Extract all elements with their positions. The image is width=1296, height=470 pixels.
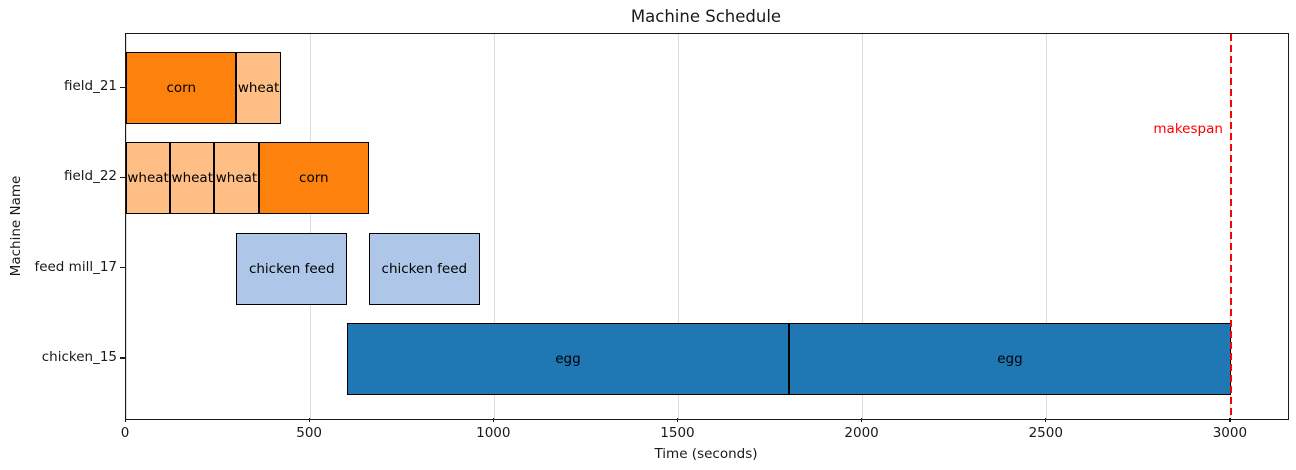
x-tick (676, 418, 679, 422)
y-tick-label: field_21 (63, 78, 117, 94)
x-tick (492, 418, 494, 422)
gridline (125, 34, 127, 419)
task-bar-label: wheat (215, 170, 258, 187)
x-tick-label: 2500 (1028, 425, 1063, 441)
x-tick-label: 2000 (844, 425, 879, 441)
x-axis-label: Time (seconds) (654, 446, 758, 462)
task-bar-label: corn (299, 170, 329, 187)
y-tick (120, 267, 125, 269)
y-tick-label: field_22 (63, 168, 117, 185)
chart-title: Machine Schedule (630, 7, 782, 26)
x-tick (1229, 418, 1231, 422)
x-tick-label: 3000 (1212, 425, 1248, 441)
y-tick (120, 176, 125, 179)
x-tick (308, 418, 310, 422)
task-bar: wheat (170, 142, 215, 215)
task-bar: chicken feed (236, 232, 347, 305)
y-tick-label: feed mill_17 (34, 258, 117, 275)
x-tick (861, 418, 863, 422)
task-bar-label: chicken feed (381, 260, 468, 277)
task-bar: wheat (214, 142, 259, 215)
task-bar: corn (126, 52, 237, 124)
gridline (309, 34, 311, 419)
y-tick-label: chicken_15 (41, 348, 117, 365)
x-tick (124, 418, 126, 422)
task-bar-label: wheat (127, 170, 169, 187)
task-bar: wheat (236, 52, 281, 124)
task-bar-label: egg (997, 350, 1023, 367)
gridline (862, 34, 864, 419)
task-bar-label: wheat (237, 80, 280, 96)
task-bar: egg (788, 322, 1231, 395)
task-bar: wheat (126, 142, 171, 215)
gridline (1046, 34, 1048, 419)
x-tick-label: 0 (120, 425, 130, 441)
y-tick (120, 357, 125, 359)
gridline (677, 34, 679, 419)
task-bar: egg (346, 322, 789, 395)
task-bar-label: wheat (171, 170, 214, 187)
x-tick (1045, 418, 1047, 422)
x-tick-label: 500 (296, 425, 323, 441)
task-bar-label: egg (555, 350, 581, 367)
x-tick-label: 1000 (476, 425, 511, 441)
task-bar-label: chicken feed (248, 260, 335, 277)
task-bar: chicken feed (369, 232, 480, 305)
makespan-label: makespan (1153, 121, 1223, 137)
gridline (493, 34, 495, 419)
x-tick-label: 1500 (660, 425, 695, 441)
task-bar: corn (258, 142, 370, 215)
plot-area: corn wheat wheat wheat wheat corn chicken feed… (125, 33, 1289, 420)
task-bar-label: corn (166, 80, 197, 96)
makespan-line (1229, 34, 1232, 419)
y-tick (120, 86, 125, 88)
